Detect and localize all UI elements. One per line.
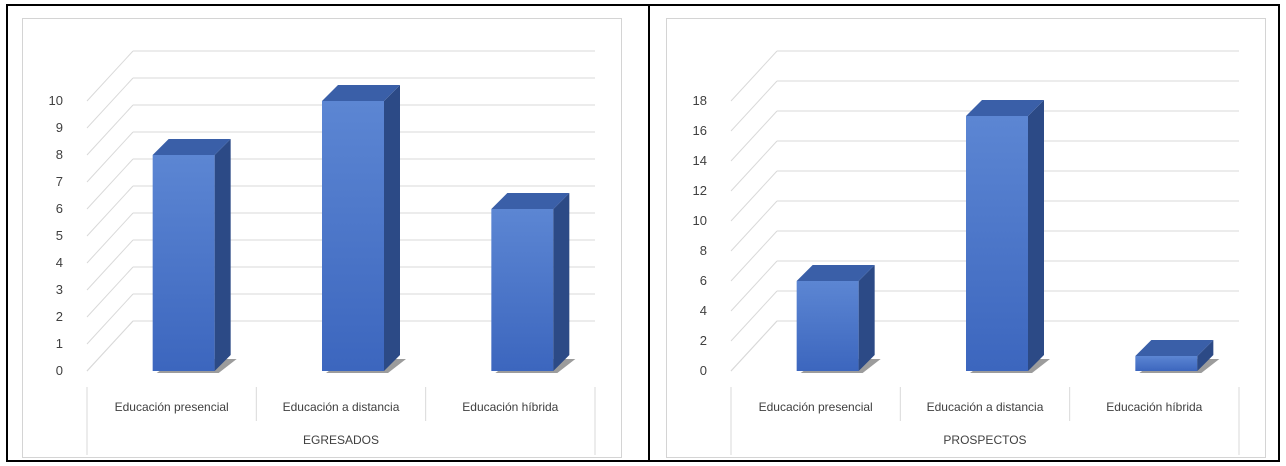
y-tick-label: 18 [693, 93, 707, 108]
bar [1135, 340, 1220, 373]
bar-front [322, 101, 384, 371]
chart-egresados: 0 1 2 3 4 5 6 7 8 9 10 Educación presencial Educació… [49, 50, 596, 455]
panel-divider [648, 4, 650, 462]
y-tick-label: 2 [56, 309, 63, 324]
y-tick-label: 0 [56, 363, 63, 378]
bar-front [152, 155, 215, 371]
gridline-side [730, 80, 778, 132]
bar-top [152, 139, 231, 155]
x-group-label: PROSPECTOS [943, 433, 1026, 447]
y-tick-label: 7 [56, 174, 63, 189]
bar [322, 85, 406, 373]
gridline-side [730, 260, 778, 312]
bar-front [491, 209, 554, 371]
gridline-side [86, 77, 134, 129]
x-category-label: Educación híbrida [462, 400, 558, 414]
chart-panel-egresados: 0 1 2 3 4 5 6 7 8 9 10 Educación presencial Educació… [22, 18, 622, 458]
y-tick-label: 14 [693, 153, 707, 168]
y-tick-label: 5 [56, 228, 63, 243]
x-category-label: Educación presencial [115, 400, 229, 414]
gridline-side [86, 50, 134, 102]
y-tick-label: 2 [700, 333, 707, 348]
gridline-side [86, 266, 134, 318]
bar [491, 193, 576, 373]
gridline-side [730, 200, 778, 252]
gridline-side [86, 185, 134, 237]
gridline-side [730, 320, 778, 372]
y-tick-label: 12 [693, 183, 707, 198]
gridline-side [730, 170, 778, 222]
gridline-side [730, 230, 778, 282]
x-category-label: Educación presencial [759, 400, 873, 414]
gridline-side [730, 140, 778, 192]
gridline-side [730, 110, 778, 162]
x-group-label: EGRESADOS [303, 433, 379, 447]
chart-prospectos: 0 2 4 6 8 10 12 14 16 18 Educación presencial Educa… [693, 50, 1240, 455]
bar-top [966, 100, 1044, 116]
x-category-label: Educación a distancia [283, 400, 400, 414]
bar-top [491, 193, 570, 209]
y-tick-label: 9 [56, 120, 63, 135]
bar-top [322, 85, 400, 101]
outer-frame [6, 4, 1280, 462]
y-tick-label: 6 [700, 273, 707, 288]
gridline-side [86, 239, 134, 291]
gridline-side [86, 212, 134, 264]
chart-panel-prospectos: 0 2 4 6 8 10 12 14 16 18 Educación presencial Educa… [666, 18, 1266, 458]
y-tick-label: 6 [56, 201, 63, 216]
y-tick-label: 8 [56, 147, 63, 162]
y-tick-label: 16 [693, 123, 707, 138]
y-tick-label: 8 [700, 243, 707, 258]
y-tick-label: 1 [56, 336, 63, 351]
bar-top [796, 265, 875, 281]
y-tick-label: 0 [700, 363, 707, 378]
gridline-side [86, 131, 134, 183]
x-category-label: Educación híbrida [1106, 400, 1202, 414]
bar-top [1135, 340, 1214, 356]
bar [152, 139, 237, 373]
bar-front [966, 116, 1028, 371]
bar [796, 265, 881, 373]
bar [966, 100, 1050, 373]
y-tick-label: 4 [56, 255, 63, 270]
bar-side [858, 265, 875, 371]
gridline-side [86, 104, 134, 156]
gridline-side [86, 320, 134, 372]
x-category-label: Educación a distancia [927, 400, 1044, 414]
y-tick-label: 4 [700, 303, 707, 318]
gridline-side [86, 293, 134, 345]
bar-side [384, 85, 400, 371]
bar-side [214, 139, 231, 371]
bar-front [796, 281, 859, 371]
bar-side [553, 193, 570, 371]
y-tick-label: 10 [693, 213, 707, 228]
gridline-side [730, 50, 778, 102]
y-tick-label: 3 [56, 282, 63, 297]
gridline-side [730, 290, 778, 342]
gridline-side [86, 158, 134, 210]
bar-side [1028, 100, 1044, 371]
y-tick-label: 10 [49, 93, 63, 108]
bar-front [1135, 356, 1198, 371]
bar-side [1197, 340, 1214, 371]
